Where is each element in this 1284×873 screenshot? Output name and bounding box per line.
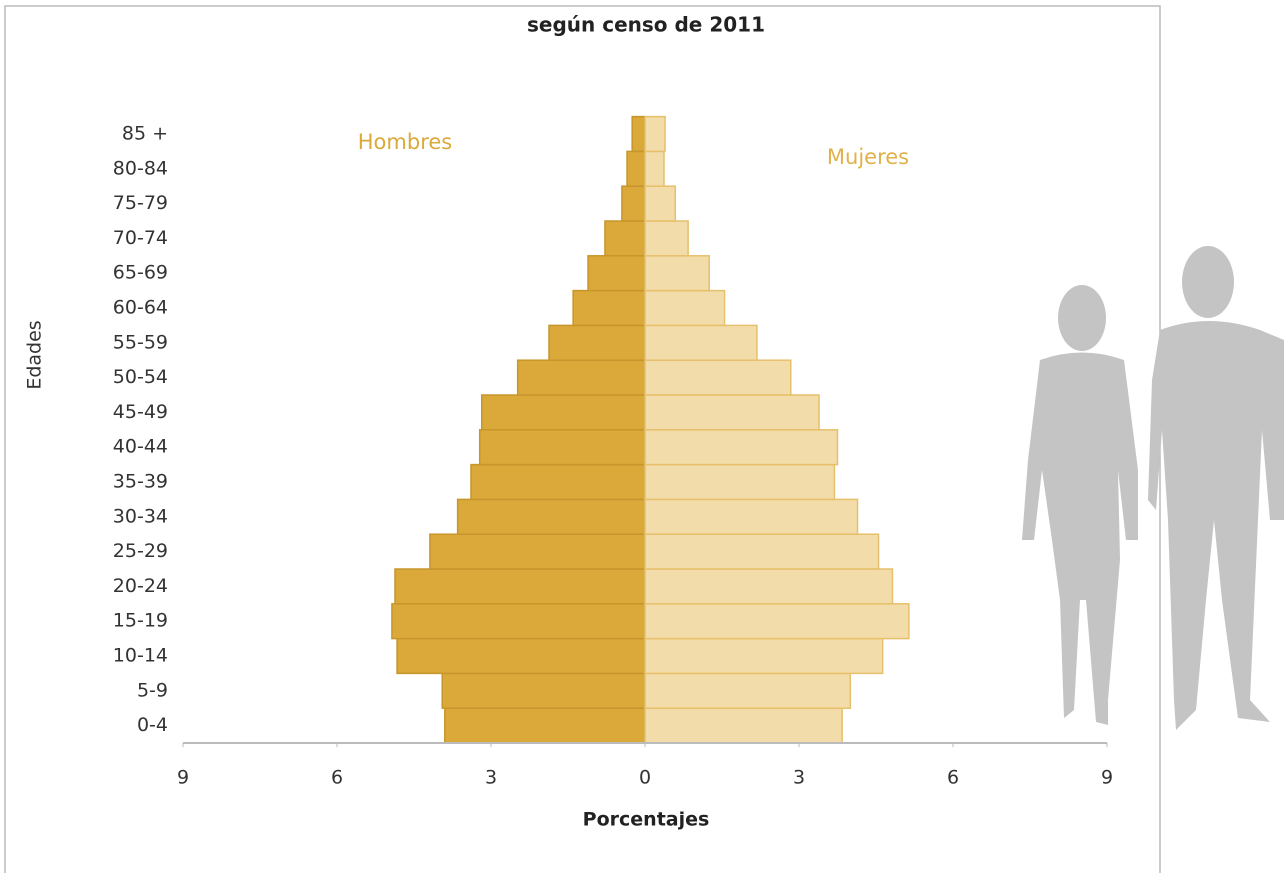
- bar: [572, 289, 646, 327]
- y-tick-label: 65-69: [113, 262, 168, 284]
- bar: [644, 498, 859, 535]
- chart-title: según censo de 2011: [527, 13, 765, 37]
- y-tick-label: 25-29: [113, 540, 168, 562]
- bar: [548, 324, 646, 361]
- y-tick-label: 60-64: [113, 297, 168, 319]
- bar: [444, 707, 646, 744]
- bar: [644, 289, 726, 327]
- y-tick-label: 70-74: [113, 227, 168, 249]
- bar: [644, 115, 666, 153]
- x-tick-label: 9: [1101, 767, 1113, 789]
- woman-head: [1058, 285, 1106, 351]
- bar: [644, 150, 665, 187]
- bar: [587, 255, 646, 292]
- bar: [644, 185, 677, 222]
- y-tick-label: 5-9: [137, 679, 168, 701]
- y-tick-label: 50-54: [113, 366, 168, 388]
- bar: [478, 429, 646, 466]
- y-tick-label: 0-4: [137, 714, 168, 736]
- x-tick-label: 6: [331, 767, 343, 789]
- man-body: [1148, 321, 1284, 730]
- bar: [621, 185, 646, 222]
- y-tick-label: 30-34: [113, 505, 168, 527]
- x-tick-label: 0: [639, 767, 651, 789]
- bar: [644, 394, 820, 431]
- bar: [644, 637, 884, 675]
- y-axis-label: Edades: [24, 320, 46, 389]
- bar: [644, 568, 894, 605]
- bar: [644, 707, 843, 744]
- bar: [481, 394, 646, 431]
- bar: [644, 672, 852, 709]
- y-tick-label: 85 +: [122, 123, 168, 145]
- bar: [429, 533, 646, 570]
- x-tick-label: 9: [177, 767, 189, 789]
- bar: [644, 463, 836, 501]
- bar: [644, 255, 710, 292]
- y-tick-label: 35-39: [113, 471, 168, 493]
- legend-hombres: Hombres: [358, 130, 452, 154]
- y-tick-label: 55-59: [113, 331, 168, 353]
- bar: [644, 533, 880, 570]
- y-tick-label: 40-44: [113, 436, 168, 458]
- bar: [644, 603, 910, 640]
- y-tick-label: 20-24: [113, 575, 168, 597]
- woman-body: [1022, 352, 1138, 725]
- bar: [631, 115, 646, 153]
- bar: [644, 220, 689, 257]
- x-tick-label: 6: [947, 767, 959, 789]
- y-tick-label: 15-19: [113, 610, 168, 632]
- legend-mujeres: Mujeres: [827, 145, 909, 169]
- silhouettes: [1022, 246, 1284, 730]
- bar: [441, 672, 646, 709]
- bar: [396, 637, 646, 675]
- bar: [604, 220, 646, 257]
- y-tick-label: 75-79: [113, 192, 168, 214]
- bar: [626, 150, 646, 187]
- bar: [391, 603, 646, 640]
- bar: [516, 359, 646, 396]
- y-tick-label: 80-84: [113, 157, 168, 179]
- x-tick-label: 3: [793, 767, 805, 789]
- bar: [644, 324, 758, 361]
- y-tick-label: 45-49: [113, 401, 168, 423]
- man-head: [1182, 246, 1234, 318]
- bar: [644, 359, 792, 396]
- bar: [394, 568, 646, 605]
- bar: [456, 498, 646, 535]
- y-tick-label: 10-14: [113, 645, 168, 667]
- bar: [470, 463, 646, 501]
- bar: [644, 429, 839, 466]
- x-tick-label: 3: [485, 767, 497, 789]
- x-axis-label: Porcentajes: [583, 809, 710, 831]
